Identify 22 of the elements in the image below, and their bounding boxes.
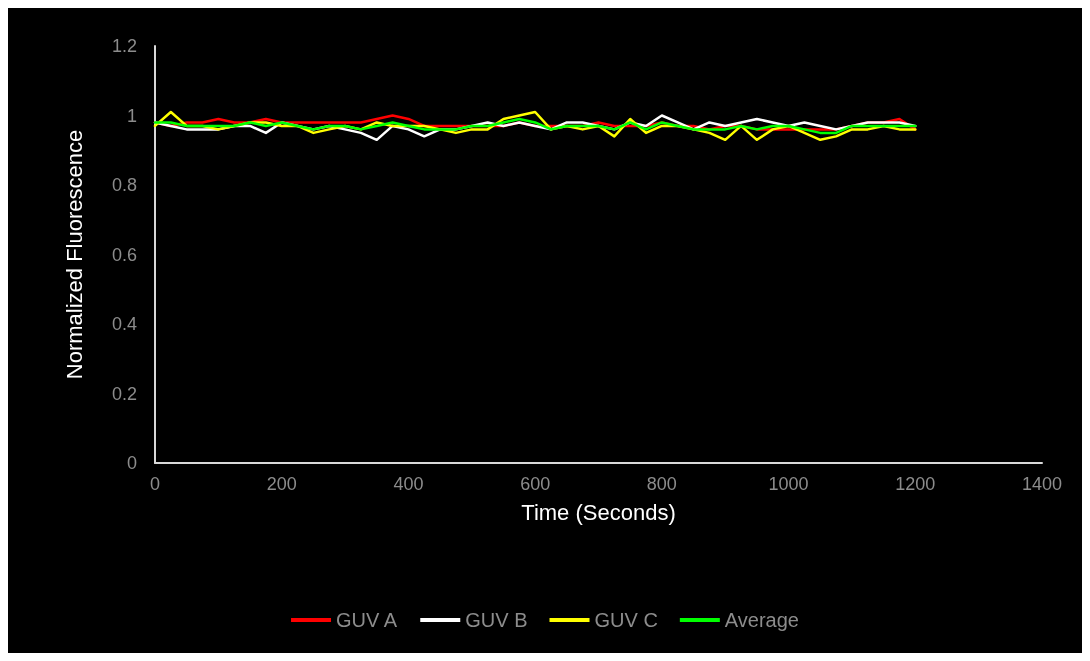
- y-tick-label: 0.4: [111, 314, 137, 334]
- legend-label: GUV C: [594, 609, 658, 631]
- x-tick-label: 1400: [1021, 474, 1063, 494]
- x-tick-label: 800: [646, 474, 677, 494]
- line-series: [153, 117, 917, 135]
- y-axis-title: Normalized Fluorescence: [61, 129, 87, 380]
- y-tick-label: 0.6: [111, 244, 137, 265]
- legend-label: GUV A: [336, 609, 398, 631]
- y-tick-label: 0.8: [111, 175, 137, 195]
- y-tick-label: 0: [126, 453, 137, 473]
- x-axis-title: Time (Seconds): [521, 499, 676, 525]
- x-tick-label: 600: [520, 474, 551, 494]
- x-tick-label: 1200: [895, 474, 936, 494]
- y-tick-label: 0.2: [111, 383, 137, 404]
- x-tick-label: 1000: [768, 474, 809, 494]
- legend-label: GUV B: [465, 609, 528, 631]
- x-tick-label: 0: [149, 474, 161, 494]
- legend-label: Average: [724, 609, 799, 631]
- y-tick-label: 1.2: [111, 36, 137, 56]
- x-tick-label: 400: [393, 474, 424, 494]
- x-tick-label: 200: [266, 474, 297, 494]
- y-tick-label: 1: [126, 105, 137, 126]
